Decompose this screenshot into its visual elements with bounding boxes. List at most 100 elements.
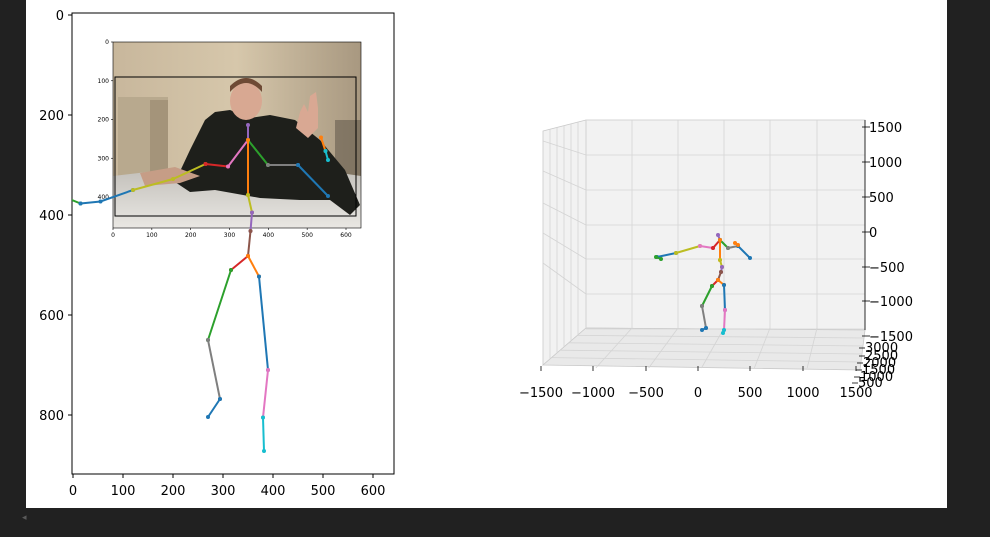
left-axis-ticks: 0 100 200 300 400 500 600 0 200 400 600 800 [39, 9, 385, 499]
skeleton-3d-joint [736, 243, 740, 247]
inset-x-tick-label: 500 [301, 232, 313, 239]
x-tick-label: 400 [261, 484, 286, 499]
skeleton-joint [266, 163, 270, 167]
skeleton-joint [131, 188, 135, 192]
left-skeleton-lines [36, 123, 330, 453]
skeleton-joint [36, 189, 40, 193]
skeleton-3d-joint [716, 278, 720, 282]
skeleton-3d-joint [700, 328, 704, 332]
skeleton-joint [296, 163, 300, 167]
skeleton-3d-segment [675, 245, 701, 254]
inset-y-tick-label: 400 [98, 194, 110, 201]
inset-y-tick-label: 200 [98, 117, 110, 124]
vertical-scrollbar[interactable] [947, 0, 990, 508]
skeleton-3d-joint [698, 244, 702, 248]
skeleton-segment [247, 255, 260, 277]
skeleton-segment [247, 194, 253, 213]
skeleton-segment [72, 199, 81, 205]
x-tick-label: 200 [161, 484, 186, 499]
skeleton-segment [249, 212, 253, 232]
grid-line [560, 349, 863, 355]
x3d-tick-label: −1000 [571, 386, 615, 401]
skeleton-3d-joint [748, 256, 752, 260]
skeleton-segment [258, 276, 269, 371]
z-tick-label: −1500 [869, 330, 913, 345]
x3d-tick-label: 1500 [839, 386, 872, 401]
skeleton-segment [207, 339, 221, 400]
skeleton-3d-segment [701, 305, 707, 329]
skeleton-segment [207, 398, 221, 418]
inset-x-tick-label: 200 [185, 232, 197, 239]
z-tick-label: −1000 [869, 295, 913, 310]
y-tick-label: 200 [39, 109, 64, 124]
x-tick-label: 100 [111, 484, 136, 499]
z-tick-label: 500 [869, 191, 894, 206]
scroll-left-arrow-icon[interactable]: ◂ [22, 513, 27, 523]
left-skeleton-plot: 0 100 200 300 400 500 600 0 100 200 300 400 0 100 20… [36, 9, 395, 499]
y-tick-label: 800 [39, 409, 64, 424]
skeleton-3d-joint [719, 270, 723, 274]
y3d-tick-label: 1000 [860, 370, 893, 385]
inset-bounding-box [114, 76, 357, 217]
skeleton-joint [246, 193, 250, 197]
skeleton-joint [171, 177, 175, 181]
y3d-tick-label: 3000 [865, 341, 898, 356]
y-tick-label: 600 [39, 309, 64, 324]
skeleton-segment [227, 139, 249, 168]
right-skeleton-lines [654, 233, 752, 335]
skeleton-segment [205, 163, 229, 168]
x-tick-label: 0 [69, 484, 77, 499]
skeleton-joint [326, 194, 330, 198]
x3d-tick-label: −1500 [519, 386, 563, 401]
skeleton-segment [207, 269, 232, 341]
skeleton-3d-joint [718, 258, 722, 262]
skeleton-joint [218, 397, 222, 401]
skeleton-segment [262, 417, 265, 452]
skeleton-joint [248, 229, 253, 233]
z-tick-label: 0 [869, 226, 877, 241]
skeleton-3d-joint [721, 331, 725, 335]
skeleton-3d-joint [710, 284, 714, 288]
skeleton-3d-joint [718, 238, 722, 242]
skeleton-3d-joint [723, 308, 727, 312]
skeleton-joint [226, 164, 230, 169]
right-axis-ticks: −1500 −1000 −500 0 500 1000 1500150010005000−5… [519, 120, 913, 401]
skeleton-3d-segment [699, 245, 714, 249]
skeleton-segment [247, 139, 269, 166]
chart-svg: 0 100 200 300 400 500 600 0 100 200 300 400 0 100 20… [36, 9, 913, 499]
x-tick-label: 600 [361, 484, 386, 499]
inset-x-tick-label: 0 [111, 232, 115, 239]
skeleton-segment [262, 369, 269, 418]
y3d-tick-label: 2000 [863, 356, 896, 371]
horizontal-scrollbar[interactable] [0, 508, 990, 537]
inset-x-tick-label: 100 [146, 232, 158, 239]
skeleton-3d-joint [722, 283, 726, 287]
grid-line [595, 327, 633, 369]
y-tick-label: 400 [39, 209, 64, 224]
inset-y-tick-label: 100 [98, 78, 110, 85]
x3d-tick-label: 0 [694, 386, 702, 401]
skeleton-joint [326, 158, 330, 162]
left-pane [542, 119, 587, 366]
skeleton-3d-joint [720, 265, 724, 269]
right-3d-skeleton-plot: −1500 −1000 −500 0 500 1000 1500150010005000−5… [519, 119, 913, 401]
skeleton-joint [246, 254, 250, 258]
grid-line [701, 327, 725, 369]
person-face [230, 82, 262, 120]
skeleton-segment [247, 230, 252, 257]
skeleton-joint [64, 196, 68, 200]
skeleton-joint [250, 210, 254, 215]
skeleton-3d-joint [674, 251, 678, 255]
inset-x-tick-label: 600 [340, 232, 352, 239]
skeleton-joint [257, 274, 261, 279]
skeleton-joint [323, 149, 328, 153]
y3d-tick-label: 1500 [862, 363, 895, 378]
inset-y-tick-label: 300 [98, 155, 110, 162]
skeleton-joint [319, 135, 323, 140]
grid-line [577, 335, 865, 339]
skeleton-joint [261, 415, 265, 420]
person-hair [230, 78, 262, 92]
skeleton-joint [203, 162, 208, 166]
skeleton-joint [262, 449, 266, 453]
skeleton-joint [246, 138, 250, 142]
